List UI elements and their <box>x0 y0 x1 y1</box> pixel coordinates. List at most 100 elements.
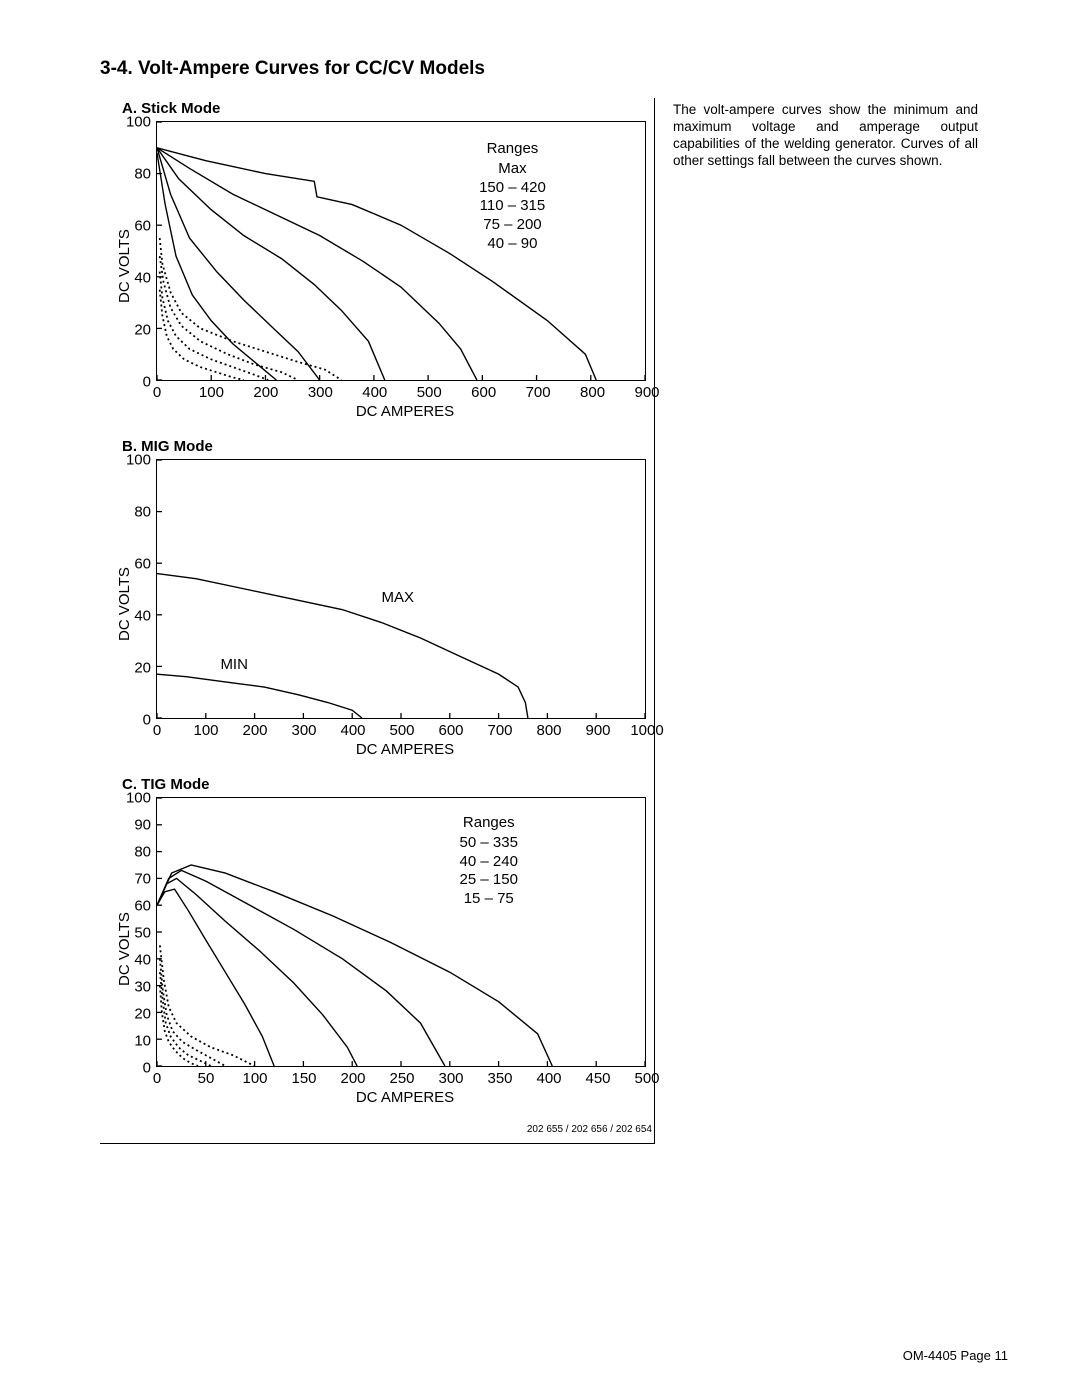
legend-item: 75 – 200 <box>479 216 546 235</box>
x-tick: 0 <box>153 1066 161 1087</box>
x-tick: 500 <box>417 380 442 401</box>
curve <box>157 889 274 1066</box>
chart-a-title: A. Stick Mode <box>122 100 654 117</box>
chart-c-plot: 0102030405060708090100050100150200250300… <box>156 797 646 1067</box>
curve <box>160 256 298 380</box>
x-tick: 0 <box>153 380 161 401</box>
x-tick: 500 <box>634 1066 659 1087</box>
side-column: The volt-ampere curves show the minimum … <box>673 98 1010 1144</box>
x-tick: 700 <box>487 718 512 739</box>
y-tick: 90 <box>134 817 157 834</box>
legend-item: 150 – 420 <box>479 179 546 198</box>
x-tick: 200 <box>253 380 278 401</box>
chart-c-legend: Ranges50 – 33540 – 24025 – 15015 – 75 <box>460 814 518 909</box>
x-tick: 600 <box>438 718 463 739</box>
y-tick: 20 <box>134 322 157 339</box>
chart-b-ylabel: DC VOLTS <box>116 567 133 641</box>
description-text: The volt-ampere curves show the minimum … <box>673 102 978 170</box>
y-tick: 70 <box>134 871 157 888</box>
x-tick: 400 <box>536 1066 561 1087</box>
curve <box>160 986 198 1066</box>
legend-item: 40 – 240 <box>460 853 518 872</box>
legend-item: 50 – 335 <box>460 834 518 853</box>
y-tick: 60 <box>134 556 157 573</box>
chart-b-xlabel: DC AMPERES <box>156 741 654 758</box>
curve <box>157 870 445 1066</box>
x-tick: 900 <box>585 718 610 739</box>
x-tick: 300 <box>438 1066 463 1087</box>
chart-b-plot: 0204060801000100200300400500600700800900… <box>156 459 646 719</box>
curve <box>157 574 528 718</box>
chart-a-wrap: 0204060801000100200300400500600700800900… <box>104 121 654 420</box>
x-tick: 350 <box>487 1066 512 1087</box>
legend-item: 15 – 75 <box>460 890 518 909</box>
curve <box>157 878 357 1066</box>
x-tick: 200 <box>242 718 267 739</box>
legend-item: Max <box>479 160 546 179</box>
x-tick: 700 <box>526 380 551 401</box>
chart-c-title: C. TIG Mode <box>122 776 654 793</box>
charts-column: A. Stick Mode 02040608010001002003004005… <box>100 98 655 1144</box>
chart-c-wrap: 0102030405060708090100050100150200250300… <box>104 797 654 1106</box>
y-tick: 20 <box>134 660 157 677</box>
x-tick: 150 <box>291 1066 316 1087</box>
x-tick: 400 <box>340 718 365 739</box>
reference-codes: 202 655 / 202 656 / 202 654 <box>100 1124 652 1135</box>
document-page: 3-4. Volt-Ampere Curves for CC/CV Models… <box>0 0 1080 1397</box>
y-tick: 50 <box>134 925 157 942</box>
chart-b-title: B. MIG Mode <box>122 438 654 455</box>
x-tick: 50 <box>198 1066 215 1087</box>
chart-inline-label: MAX <box>381 589 414 606</box>
x-tick: 300 <box>291 718 316 739</box>
x-tick: 100 <box>199 380 224 401</box>
y-tick: 60 <box>134 898 157 915</box>
y-tick: 80 <box>134 504 157 521</box>
x-tick: 800 <box>536 718 561 739</box>
y-tick: 30 <box>134 979 157 996</box>
chart-inline-label: MIN <box>220 656 248 673</box>
y-tick: 60 <box>134 218 157 235</box>
curve <box>157 148 385 380</box>
chart-a-legend: RangesMax150 – 420110 – 31575 – 20040 – … <box>479 140 546 254</box>
legend-item: 40 – 90 <box>479 235 546 254</box>
legend-item: 25 – 150 <box>460 871 518 890</box>
x-tick: 450 <box>585 1066 610 1087</box>
x-tick: 500 <box>389 718 414 739</box>
chart-c-xlabel: DC AMPERES <box>156 1089 654 1106</box>
x-tick: 600 <box>471 380 496 401</box>
x-tick: 200 <box>340 1066 365 1087</box>
chart-a-ylabel: DC VOLTS <box>116 229 133 303</box>
chart-c-ylabel: DC VOLTS <box>116 912 133 986</box>
x-tick: 250 <box>389 1066 414 1087</box>
x-tick: 900 <box>634 380 659 401</box>
x-tick: 100 <box>242 1066 267 1087</box>
legend-item: 110 – 315 <box>479 197 546 216</box>
chart-b-wrap: 0204060801000100200300400500600700800900… <box>104 459 654 758</box>
chart-a-xlabel: DC AMPERES <box>156 403 654 420</box>
content-row: A. Stick Mode 02040608010001002003004005… <box>100 98 1010 1144</box>
curve <box>160 959 225 1066</box>
y-tick: 80 <box>134 844 157 861</box>
x-tick: 400 <box>362 380 387 401</box>
y-tick: 100 <box>126 790 157 807</box>
curve <box>157 148 320 380</box>
y-tick: 40 <box>134 608 157 625</box>
legend-heading: Ranges <box>460 814 518 833</box>
section-title: 3-4. Volt-Ampere Curves for CC/CV Models <box>100 58 1010 80</box>
y-tick: 80 <box>134 166 157 183</box>
x-tick: 800 <box>580 380 605 401</box>
curve <box>157 674 362 718</box>
chart-a-plot: 0204060801000100200300400500600700800900… <box>156 121 646 381</box>
x-tick: 300 <box>308 380 333 401</box>
y-tick: 40 <box>134 270 157 287</box>
x-tick: 0 <box>153 718 161 739</box>
y-tick: 100 <box>126 114 157 131</box>
page-footer: OM-4405 Page 11 <box>903 1348 1008 1363</box>
x-tick: 100 <box>193 718 218 739</box>
y-tick: 20 <box>134 1006 157 1023</box>
curve <box>157 153 276 380</box>
y-tick: 100 <box>126 452 157 469</box>
x-tick: 1000 <box>630 718 663 739</box>
legend-heading: Ranges <box>479 140 546 159</box>
curve <box>157 148 477 380</box>
